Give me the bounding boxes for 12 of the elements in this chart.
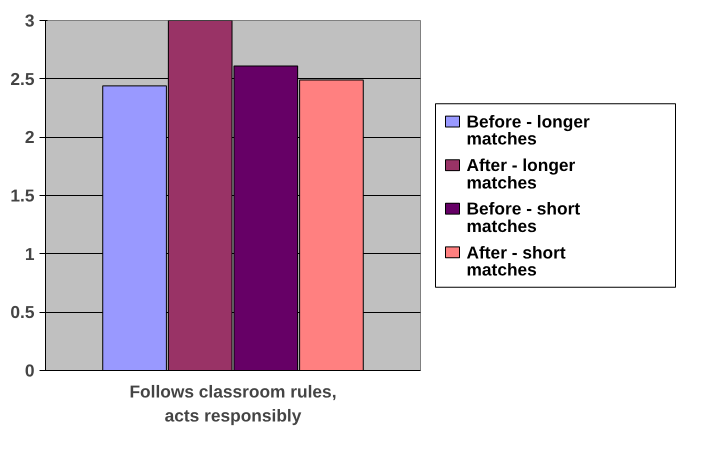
y-tick-label: 0 xyxy=(24,360,35,380)
legend-label: After - short matches xyxy=(466,242,566,280)
y-tick-label: 1 xyxy=(24,244,35,264)
legend-label: Before - longer matches xyxy=(466,112,590,149)
y-tick-label: 1.5 xyxy=(10,186,35,206)
y-tick-label: 3 xyxy=(24,10,35,30)
legend-label: After - longer matches xyxy=(466,155,576,192)
y-tick-label: 0.5 xyxy=(10,302,35,322)
legend-label: Before - short matches xyxy=(466,198,580,236)
y-tick-label: 2 xyxy=(24,127,35,148)
y-tick-label: 2.5 xyxy=(10,68,35,89)
x-tick-label: Follows classroom rules, acts responsibly xyxy=(129,382,337,426)
